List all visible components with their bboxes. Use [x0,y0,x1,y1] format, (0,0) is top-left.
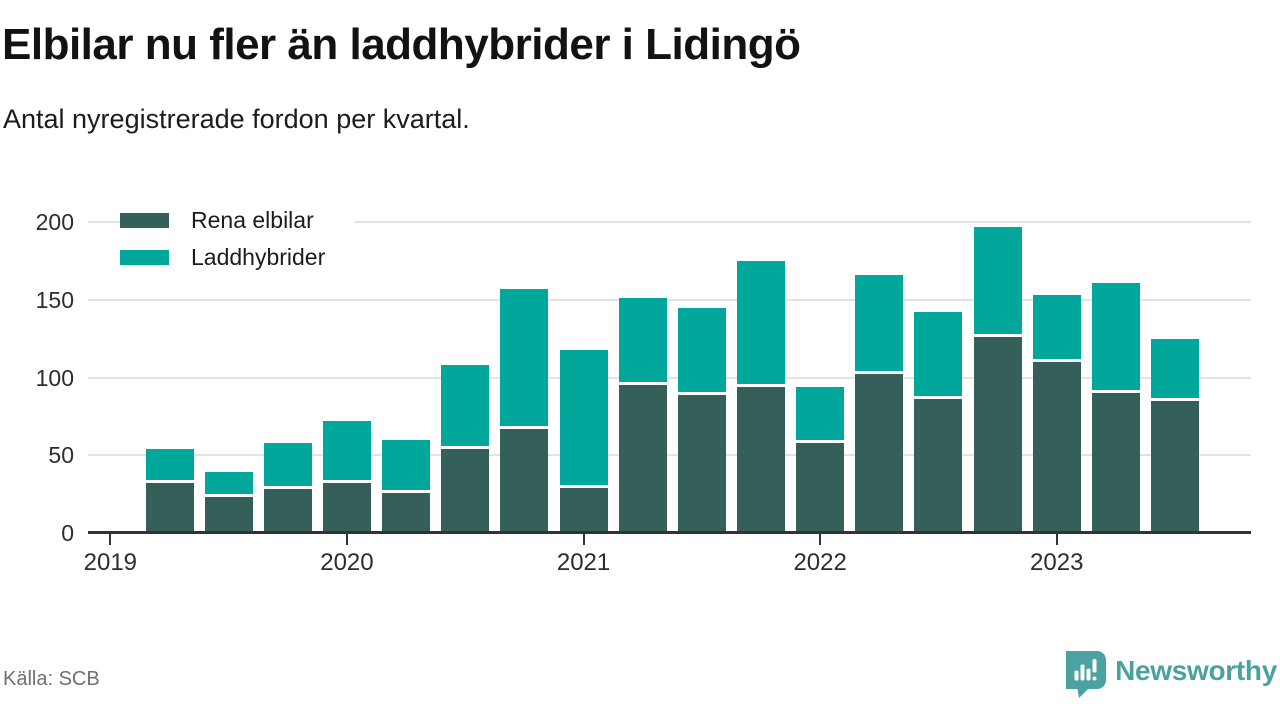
bar-segment-elbilar [796,442,845,533]
legend-label: Laddhybrider [191,244,326,270]
x-axis-label-2019: 2019 [83,549,138,576]
source-note: Källa: SCB [3,668,100,690]
gridline-100 [88,376,1251,379]
brand-name: Newsworthy [1115,655,1277,686]
bar-segment-laddhybrider [263,442,312,487]
newsworthy-logo-icon [1066,650,1107,698]
y-axis-label-200: 200 [35,209,74,235]
bar-segment-elbilar [322,483,371,533]
chart-title: Elbilar nu fler än laddhybrider i Liding… [2,20,801,69]
bar-segment-elbilar [1151,400,1200,533]
bar-segment-laddhybrider [322,421,371,481]
bar-segment-elbilar [1091,393,1140,533]
bar-segment-elbilar [145,483,194,533]
newsworthy-brand: Newsworthy [1066,650,1277,698]
bar-segment-laddhybrider [737,260,785,384]
bar-segment-elbilar [618,385,667,533]
x-axis-tick-2021 [582,534,585,545]
bar-segment-laddhybrider [1151,338,1200,398]
bar-segment-laddhybrider [855,274,904,372]
gridline-50 [88,454,1251,457]
bar-segment-laddhybrider [1091,282,1140,391]
bar-segment-laddhybrider [559,349,608,485]
bar-segment-elbilar [441,449,490,533]
bar-segment-elbilar [855,374,904,533]
bar-segment-laddhybrider [1032,295,1081,359]
gridline-200 [88,221,1251,223]
legend-item-laddhybrider: Laddhybrider [120,244,356,270]
bar-segment-elbilar [204,497,253,533]
x-axis-tick-2023 [1055,534,1058,545]
x-axis-tick-2019 [109,534,112,545]
bar-segment-elbilar [1032,361,1081,533]
bar-segment-elbilar [914,399,963,533]
bar-segment-laddhybrider [677,307,726,392]
bar-segment-laddhybrider [973,226,1022,335]
x-axis-tick-2022 [819,534,822,545]
x-axis-label-2021: 2021 [556,549,611,576]
x-axis-label-2020: 2020 [320,549,374,576]
bar-segment-elbilar [559,487,608,533]
bar-segment-laddhybrider [145,449,194,481]
y-axis-label-150: 150 [35,286,74,313]
bar-segment-elbilar [677,394,726,533]
bar-segment-laddhybrider [618,298,667,383]
y-axis-label-100: 100 [35,364,74,391]
bar-segment-elbilar [973,337,1022,533]
x-axis-label-2022: 2022 [793,549,847,576]
bar-segment-elbilar [263,489,312,533]
legend-swatch-laddhybrider [120,250,169,265]
x-axis-label-2023: 2023 [1030,549,1084,576]
x-axis-tick-2020 [345,534,348,545]
bar-segment-laddhybrider [500,288,549,426]
bar-segment-laddhybrider [796,386,845,440]
legend: Rena elbilar Laddhybrider [120,207,356,283]
legend-item-rena-elbilar: Rena elbilar [120,207,356,233]
bar-segment-laddhybrider [441,365,490,447]
gridline-150 [88,298,1251,301]
bar-segment-laddhybrider [914,312,963,397]
bar-segment-elbilar [737,386,785,533]
bar-segment-laddhybrider [204,472,253,495]
legend-label: Rena elbilar [191,207,314,233]
bar-segment-elbilar [500,428,549,533]
legend-swatch-rena-elbilar [120,213,169,228]
bar-segment-laddhybrider [382,439,431,490]
x-axis-line [88,531,1251,534]
chart-subtitle: Antal nyregistrerade fordon per kvartal. [3,104,470,134]
bar-segment-elbilar [382,492,431,533]
y-axis-label-0: 0 [61,520,74,546]
y-axis-label-50: 50 [48,442,74,469]
